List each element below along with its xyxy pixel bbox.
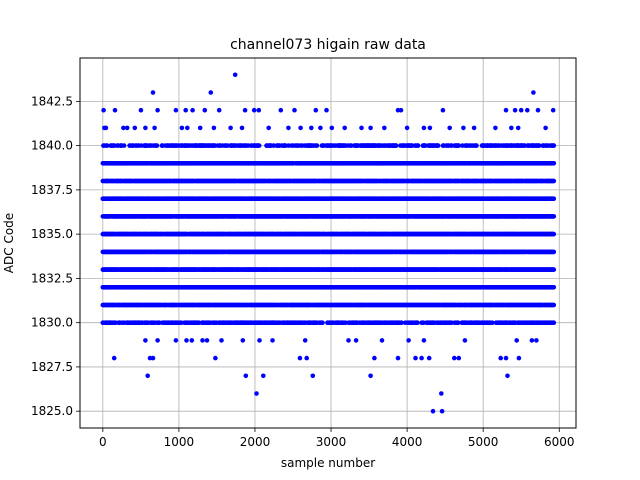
data-point [551,249,557,255]
data-point [551,267,557,272]
data-point [551,231,557,237]
data-point [551,214,557,219]
data-point [551,302,557,308]
data-points [100,72,557,414]
data-point [551,285,557,290]
